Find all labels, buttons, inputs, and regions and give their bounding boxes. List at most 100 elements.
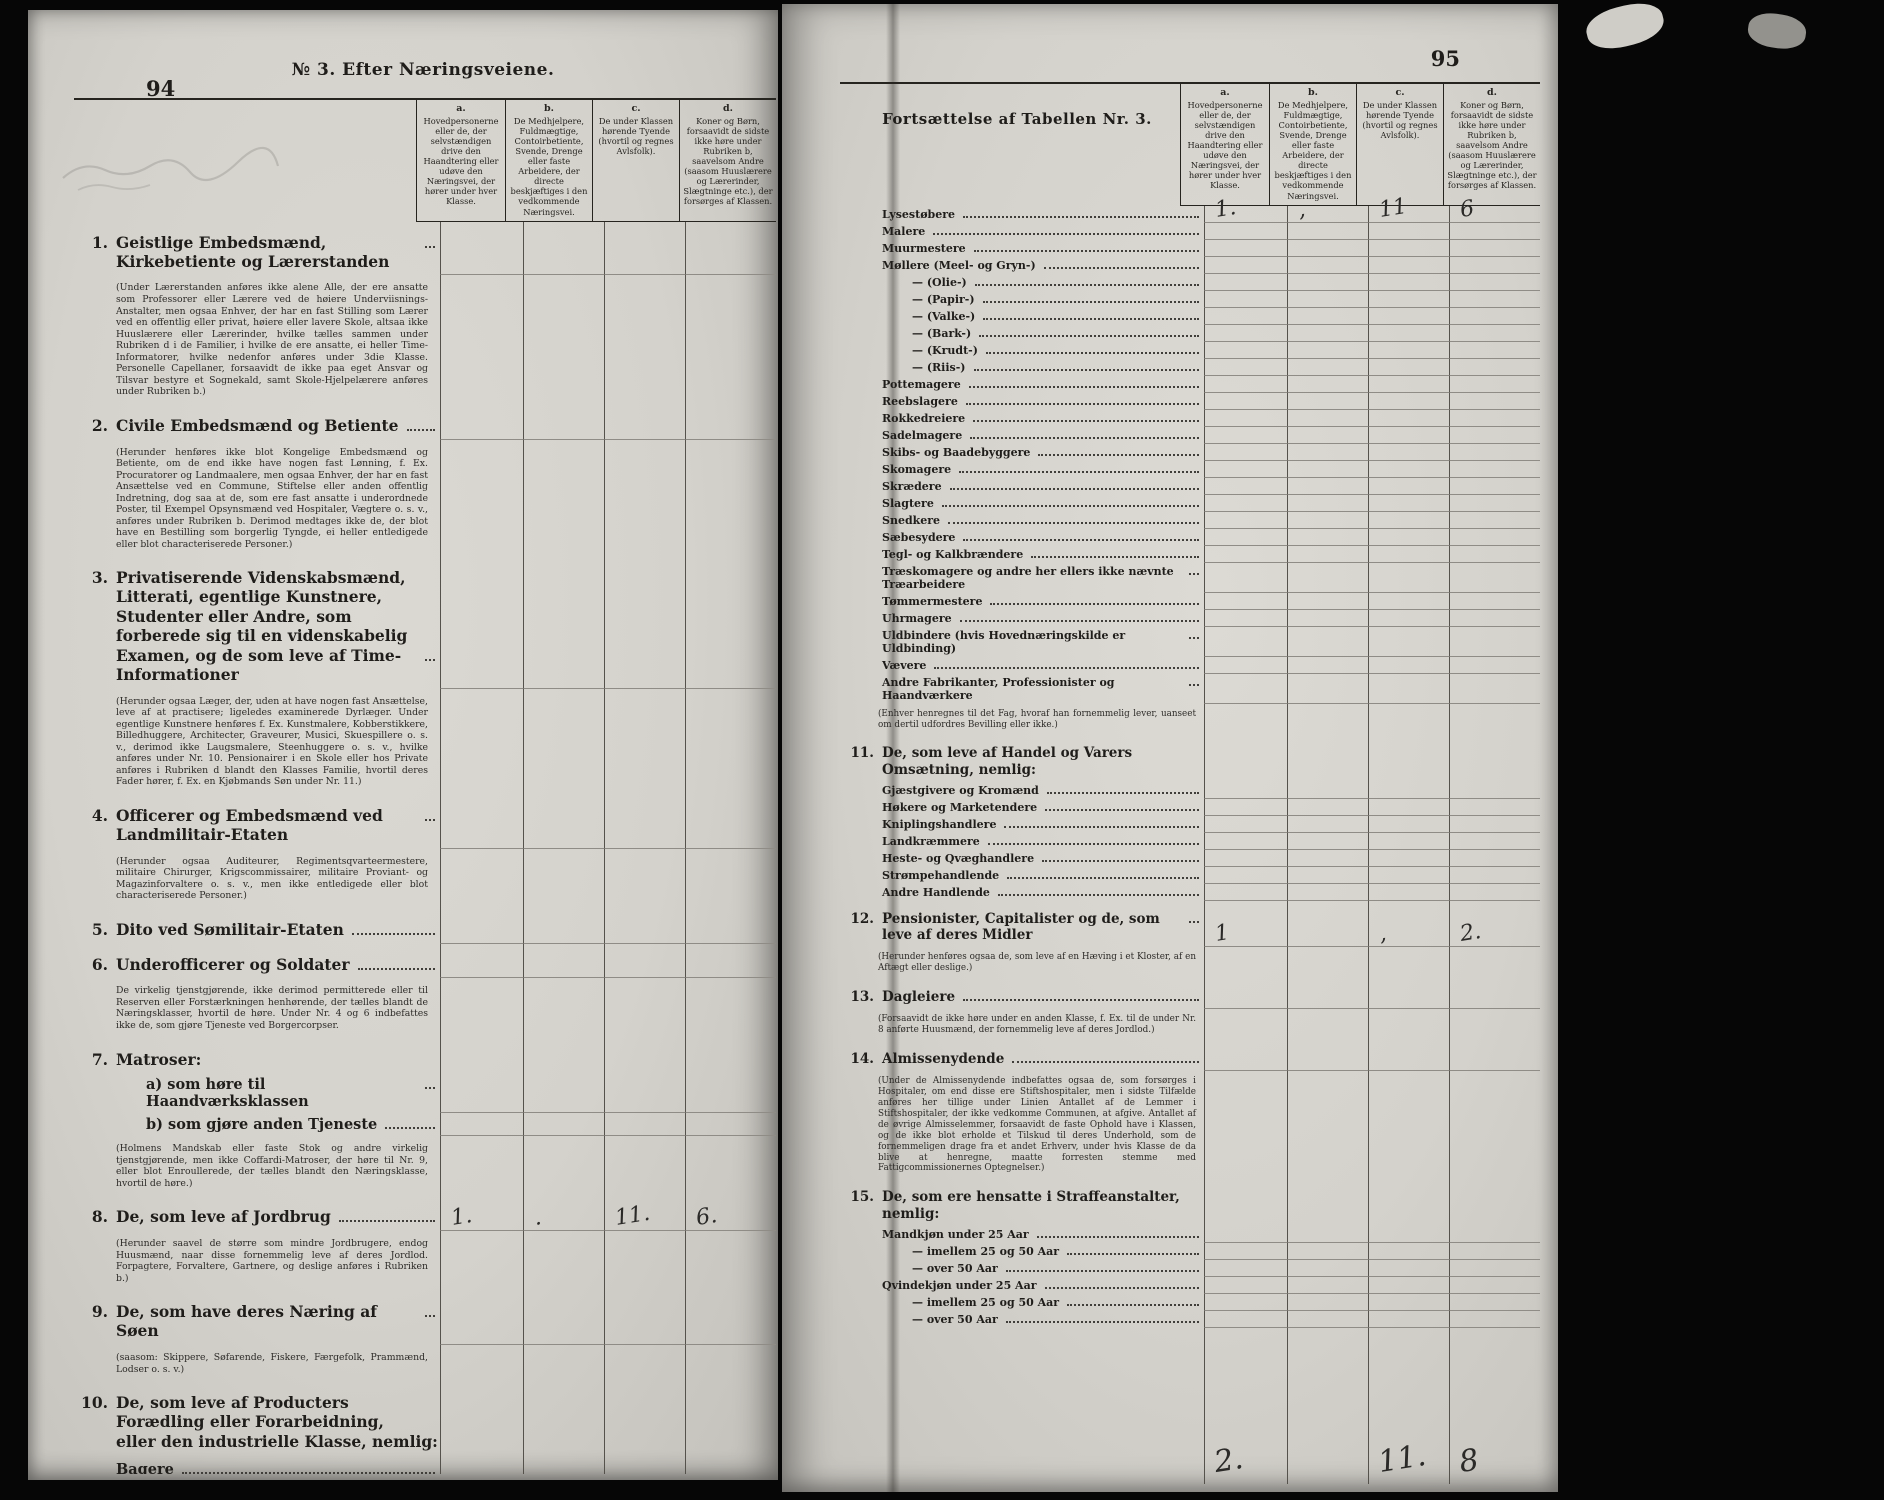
cell-d	[1449, 849, 1540, 867]
cell-b	[1287, 883, 1368, 901]
label-line: Møllere (Meel- og Gryn-)	[882, 259, 1204, 272]
column-header-d: d. Koner og Børn, forsaavidt de sidste ik…	[1443, 84, 1540, 206]
row-label: 12. Pensionister, Capitalister og de, som…	[840, 901, 1204, 947]
cell-b	[523, 943, 604, 979]
table-row: (Herunder ogsaa Auditeurer, Regimentsqva…	[74, 848, 776, 909]
row-label: 8. De, som leve af Jordbrug	[74, 1196, 440, 1231]
label-main: Snedkere	[882, 513, 941, 527]
cell-b	[1287, 979, 1368, 1010]
label-main: — imellem 25 og 50 Aar	[912, 1244, 1060, 1258]
continuation-title: Fortsættelse af Tabellen Nr. 3.	[882, 110, 1152, 128]
cell-a	[1204, 273, 1287, 291]
dotted-leader	[968, 385, 1199, 388]
label-main: eller den industrielle Klasse, nemlig:	[116, 1432, 438, 1452]
item-number	[840, 1279, 882, 1292]
column-key: a.	[456, 103, 466, 114]
item-number	[840, 835, 882, 848]
cell-b	[1287, 1179, 1368, 1226]
cell-b	[523, 848, 604, 909]
table-row: (Herunder saavel de større som mindre Jo…	[74, 1231, 776, 1292]
entry-label: Møllere (Meel- og Gryn-)	[840, 257, 1204, 274]
label-main: Underofficerer og Soldater	[116, 954, 350, 974]
item-number: 5.	[91, 919, 108, 939]
label-text: Skomagere	[882, 463, 1204, 476]
row-label: Bagere	[74, 1456, 440, 1474]
cell-b	[523, 1456, 604, 1474]
label-text: De, som have deres Næring af Søen	[116, 1303, 440, 1341]
label-text: — over 50 Aar	[882, 1313, 1204, 1326]
row-label: Reebslagere	[840, 393, 1204, 410]
cell-d	[1449, 460, 1540, 478]
table-row: Skomagere	[840, 460, 1540, 478]
cell-d	[1449, 528, 1540, 546]
label-line: Tømmermestere	[882, 595, 1204, 608]
item-number	[840, 801, 882, 814]
table-row: Heste- og Qvæghandlere	[840, 849, 1540, 867]
row-label	[840, 1328, 1204, 1430]
page-number-right: 95	[1430, 46, 1460, 71]
cell-a	[1204, 239, 1287, 257]
entry-label: Reebslagere	[840, 393, 1204, 410]
table-row: Rokkedreiere	[840, 409, 1540, 427]
item-label: 12. Pensionister, Capitalister og de, som…	[840, 901, 1204, 947]
cell-d	[1449, 815, 1540, 833]
cell-a	[440, 848, 523, 909]
cell-c	[604, 1345, 685, 1383]
cell-b: ,	[1287, 197, 1368, 223]
item-number	[840, 886, 882, 899]
entry-label: Kniplingshandlere	[840, 816, 1204, 833]
cell-b	[1287, 1041, 1368, 1072]
item-number	[840, 1262, 882, 1275]
label-line: — imellem 25 og 50 Aar	[912, 1245, 1204, 1258]
table-row: 5. Dito ved Sømilitair-Etaten	[74, 908, 776, 944]
cell-c	[1368, 849, 1449, 867]
handwritten-entry: 1.	[1213, 194, 1238, 223]
cell-a	[1204, 626, 1287, 657]
dotted-leader	[1067, 1303, 1199, 1306]
left-page: 94 № 3. Efter Næringsveiene. a. Hovedpers…	[28, 10, 778, 1480]
cell-a	[1204, 358, 1287, 376]
label-line: — (Valke-)	[912, 310, 1204, 323]
table-row: — (Krudt-)	[840, 341, 1540, 359]
sub-label: a) som høre til Haandværksklassen	[74, 1073, 440, 1113]
column-description: Koner og Børn, forsaavidt de sidste ikke…	[683, 115, 773, 207]
label-main: Geistlige Embedsmænd, Kirkebetiente og L…	[116, 232, 390, 271]
label-text: Sadelmagere	[882, 429, 1204, 442]
item-number	[840, 818, 882, 831]
row-label: (Herunder henføres ikke blot Kongelige E…	[74, 440, 440, 558]
label-main: Pensionister, Capitalister og de, som le…	[882, 910, 1160, 944]
entry-label: Lysestøbere	[840, 206, 1204, 223]
dotted-leader	[1005, 1269, 1199, 1272]
label-text: Møllere (Meel- og Gryn-)	[882, 259, 1204, 272]
cell-b	[1287, 256, 1368, 274]
cell-a	[440, 1073, 523, 1114]
item-label: 5. Dito ved Sømilitair-Etaten	[74, 909, 440, 944]
label-main: — (Krudt-)	[912, 343, 978, 357]
cell-c	[604, 439, 685, 558]
cell-c	[604, 1073, 685, 1114]
label-main: Møllere (Meel- og Gryn-)	[882, 258, 1036, 272]
column-header-c: c. De under Klassen hørende Tyende (hvort…	[592, 100, 679, 222]
dotted-leader	[959, 619, 1199, 622]
item-number: 11.	[850, 745, 875, 762]
cell-d	[1449, 883, 1540, 901]
row-label: a) som høre til Haandværksklassen	[74, 1073, 440, 1113]
dotted-leader	[973, 368, 1199, 371]
cell-c	[1368, 443, 1449, 461]
dotted-leader	[1189, 572, 1199, 575]
label-line: Sæbesydere	[882, 531, 1204, 544]
label-text: Mandkjøn under 25 Aar	[882, 1228, 1204, 1241]
dotted-leader	[970, 436, 1199, 439]
label-line: Studenter eller Andre, som forberede sig…	[116, 607, 408, 645]
cell-b	[1287, 239, 1368, 257]
label-line: Landkræmmere	[882, 835, 1204, 848]
dotted-leader	[1007, 876, 1199, 879]
dotted-leader	[982, 300, 1199, 303]
cell-a	[1204, 477, 1287, 495]
cell-c	[1368, 947, 1449, 980]
cell-c	[1368, 609, 1449, 627]
cell-d	[1449, 1310, 1540, 1328]
cell-c	[1368, 341, 1449, 359]
column-header-row: a. Hovedpersonerne eller de, der selvstæn…	[840, 82, 1540, 206]
label-main: Tegl- og Kalkbrændere	[882, 547, 1024, 561]
